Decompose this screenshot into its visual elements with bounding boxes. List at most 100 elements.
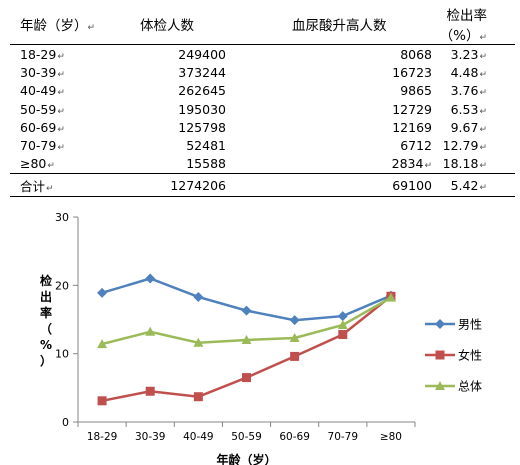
cell-end-mark: ↵ xyxy=(479,106,487,117)
header-rate: 检出率（%）↵ xyxy=(436,4,515,45)
data-point xyxy=(241,335,252,344)
cell-age: 30-39↵ xyxy=(20,64,65,80)
cell-age: 70-79↵ xyxy=(20,138,65,154)
header-elevated: 血尿酸升高人数 xyxy=(232,4,436,45)
table-row: 60-69↵ 125798 12169 9.67↵ xyxy=(10,118,515,136)
x-tick-label: 18-29 xyxy=(87,431,118,443)
cell-end-mark: ↵ xyxy=(479,51,487,62)
cell-elevated: 2834↵ xyxy=(391,156,432,172)
data-point xyxy=(97,396,107,406)
cell-age: 18-29↵ xyxy=(20,46,65,62)
data-point xyxy=(338,330,348,340)
cell-rate: 5.42↵ xyxy=(436,173,515,198)
legend-swatch-marker xyxy=(435,319,445,329)
cell-end-mark: ↵ xyxy=(57,106,65,117)
legend-swatch-marker xyxy=(435,381,445,390)
cell-rate: 12.79↵ xyxy=(442,138,487,154)
x-axis-title: 年龄（岁） xyxy=(216,452,276,465)
cell-end-mark: ↵ xyxy=(47,161,55,172)
cell-elevated: 8068 xyxy=(400,46,432,62)
data-point xyxy=(145,326,156,336)
cell-age: 合计↵ xyxy=(10,173,108,198)
cell-elevated: 6712 xyxy=(400,138,432,154)
table-row: 70-79↵ 52481 6712 12.79↵ xyxy=(10,136,515,154)
cell-examined: 15588 xyxy=(186,156,226,172)
cell-elevated: 69100 xyxy=(232,173,436,198)
cell-age: ≥80↵ xyxy=(20,156,55,172)
x-tick-label: 50-59 xyxy=(231,431,262,443)
table-row: 18-29↵ 249400 8068 3.23↵ xyxy=(10,45,515,64)
legend-label: 总体 xyxy=(458,380,482,394)
cell-examined: 1274206 xyxy=(108,173,232,198)
table-row: 40-49↵ 262645 9865 3.76↵ xyxy=(10,82,515,100)
cell-elevated: 12729 xyxy=(392,101,432,117)
cell-rate: 3.76↵ xyxy=(450,83,487,99)
cell-end-mark: ↵ xyxy=(57,51,65,62)
data-point xyxy=(97,339,108,349)
data-point xyxy=(193,291,204,302)
x-tick-label: 30-39 xyxy=(135,431,166,443)
y-tick-label: 30 xyxy=(55,211,69,224)
header-age: 年龄（岁）↵ xyxy=(10,4,108,45)
data-point xyxy=(193,392,203,402)
legend-label: 女性 xyxy=(458,348,482,363)
cell-end-mark: ↵ xyxy=(479,69,487,80)
cell-end-mark: ↵ xyxy=(46,183,54,194)
data-point xyxy=(385,292,396,302)
x-tick-label: 60-69 xyxy=(279,431,310,443)
cell-elevated: 12169 xyxy=(392,119,432,135)
table-row: 50-59↵ 195030 12729 6.53↵ xyxy=(10,100,515,118)
cell-end-mark: ↵ xyxy=(479,143,487,154)
table-header-row: 年龄（岁）↵ 体检人数 血尿酸升高人数 检出率（%）↵ xyxy=(10,4,515,45)
data-point xyxy=(337,319,348,329)
table-row: 30-39↵ 373244 16723 4.48↵ xyxy=(10,63,515,81)
data-point xyxy=(241,305,252,316)
cell-age: 60-69↵ xyxy=(20,119,65,135)
rate-line-chart: 0 10 20 30 18-29 30-39 40-49 50-59 60-69 70-79 ≥80… xyxy=(40,211,482,465)
cell-end-mark: ↵ xyxy=(424,161,432,172)
rate-table: 年龄（岁）↵ 体检人数 血尿酸升高人数 检出率（%）↵ 18-29↵ 249400… xyxy=(10,4,515,198)
cell-end-mark: ↵ xyxy=(479,182,487,193)
x-tick-label: 40-49 xyxy=(183,431,214,443)
cell-end-mark: ↵ xyxy=(479,88,487,99)
x-tick-label: ≥80 xyxy=(380,431,402,443)
y-tick-label: 10 xyxy=(55,348,69,361)
cell-age: 40-49↵ xyxy=(20,83,65,99)
cell-end-mark: ↵ xyxy=(57,69,65,80)
x-tick-label: 70-79 xyxy=(328,431,359,443)
cell-end-mark: ↵ xyxy=(479,161,487,172)
y-tick-label: 20 xyxy=(55,279,69,292)
data-point xyxy=(290,351,300,361)
data-point xyxy=(242,373,251,383)
data-point xyxy=(289,332,300,342)
legend-label: 男性 xyxy=(458,318,482,332)
legend-swatch-marker xyxy=(435,350,445,360)
data-point xyxy=(145,273,156,284)
cell-examined: 249400 xyxy=(178,46,226,62)
cell-elevated: 9865 xyxy=(400,83,432,99)
data-point xyxy=(193,337,204,347)
cell-end-mark: ↵ xyxy=(479,124,487,135)
cell-elevated: 16723 xyxy=(392,64,432,80)
cell-age: 50-59↵ xyxy=(20,101,65,117)
cell-rate: 18.18↵ xyxy=(442,156,487,172)
table-total-row: 合计↵ 1274206 69100 5.42↵ xyxy=(10,173,515,198)
cell-end-mark: ↵ xyxy=(57,143,65,154)
cell-end-mark: ↵ xyxy=(57,88,65,99)
y-axis-title: 检出率（%） xyxy=(40,273,52,368)
cell-rate: 3.23↵ xyxy=(450,46,487,62)
cell-examined: 52481 xyxy=(186,138,226,154)
cell-rate: 6.53↵ xyxy=(450,101,487,117)
cell-examined: 262645 xyxy=(178,83,226,99)
data-point xyxy=(145,386,155,396)
cell-examined: 125798 xyxy=(178,119,226,135)
cell-end-mark: ↵ xyxy=(57,124,65,135)
table-row: ≥80↵ 15588 2834↵ 18.18↵ xyxy=(10,155,515,174)
data-point xyxy=(97,287,108,298)
data-point xyxy=(337,311,348,322)
y-tick-label: 0 xyxy=(62,416,69,429)
cell-examined: 373244 xyxy=(178,64,226,80)
header-examined: 体检人数 xyxy=(108,4,232,45)
cell-rate: 4.48↵ xyxy=(450,64,487,80)
cell-examined: 195030 xyxy=(178,101,226,117)
